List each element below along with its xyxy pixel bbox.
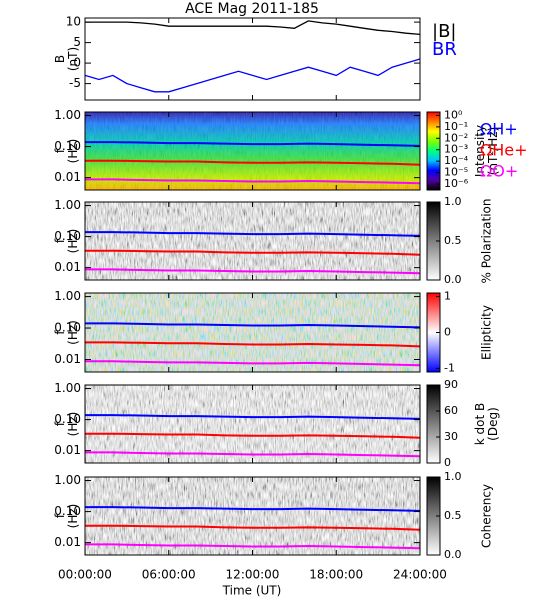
- colorbar-tick-label: 1: [444, 290, 451, 303]
- colorbar-label: Coherency: [480, 484, 494, 548]
- spectrogram-image: [85, 202, 420, 280]
- x-axis-label: Time (UT): [222, 584, 282, 598]
- colorbar-tick-label: 10⁻³: [444, 143, 468, 156]
- y-tick-label: 1.00: [54, 381, 81, 395]
- y-tick-label: 0.10: [54, 139, 81, 153]
- series-line: [85, 506, 421, 512]
- y-axis-label: (nT): [66, 47, 80, 71]
- colorbar-tick-label: 90: [444, 378, 458, 391]
- spectrogram-image: [85, 477, 420, 555]
- colorbar-tick-label: 1.0: [444, 195, 462, 208]
- y-tick-label: 0.01: [54, 352, 81, 366]
- plot-frame: [84, 17, 421, 101]
- y-axis-label: (Hz): [66, 504, 80, 529]
- colorbar-tick-label: 0.5: [444, 234, 462, 247]
- series-line: [85, 268, 421, 275]
- y-tick-label: 0.10: [54, 321, 81, 335]
- colorbar-tick-label: 10⁻¹: [444, 120, 468, 133]
- x-tick-label: 06:00:00: [142, 568, 196, 582]
- series-line: [85, 249, 421, 256]
- y-tick-label: 1.00: [54, 108, 81, 122]
- title: ACE Mag 2011-185: [185, 1, 319, 17]
- colorbar-tick-label: 0.0: [444, 273, 462, 286]
- colorbar-tick-label: 30: [444, 430, 458, 443]
- spectrogram-texture: [85, 293, 420, 372]
- colorbar: [426, 384, 441, 464]
- y-tick-label: 0.01: [54, 170, 81, 184]
- y-tick-label: 0.01: [54, 260, 81, 274]
- colorbar-label: (nT²/Hz): [486, 127, 500, 175]
- colorbar-tick-label: 10⁻²: [444, 131, 468, 144]
- x-tick-label: 00:00:00: [58, 568, 112, 582]
- spectrogram-image: [85, 385, 420, 463]
- colorbar-tick-label: 10⁻⁴: [444, 154, 469, 167]
- legend-entry: ΩHe+: [480, 141, 528, 160]
- y-tick-label: 1.00: [54, 473, 81, 487]
- y-tick-label: 0: [73, 56, 81, 70]
- series-line: [84, 58, 421, 93]
- y-axis-label: f: [53, 238, 67, 243]
- series-line: [85, 178, 421, 185]
- x-tick-label: 18:00:00: [309, 568, 363, 582]
- legend-entry: |B|: [432, 21, 456, 42]
- spectrogram-backgrounds: [85, 112, 420, 555]
- series-line: [85, 20, 421, 36]
- y-tick-label: 0.01: [54, 443, 81, 457]
- y-tick-label: 10: [66, 15, 81, 29]
- colorbar-label: Intensity: [473, 125, 487, 177]
- colorbar-label: (Deg): [486, 407, 500, 441]
- y-tick-label: 1.00: [54, 198, 81, 212]
- y-tick-label: 0.10: [54, 229, 81, 243]
- y-axis-label: f: [53, 421, 67, 426]
- colorbar-label: % Polarization: [480, 199, 494, 284]
- y-axis-label: f: [53, 330, 67, 335]
- colorbar-label: k dot B: [473, 403, 487, 445]
- colorbar-tick-label: 0.5: [444, 509, 462, 522]
- y-tick-label: 0.10: [54, 504, 81, 518]
- colorbar: [426, 111, 441, 191]
- y-tick-label: -5: [69, 76, 81, 90]
- colorbar-tick-label: 0.0: [444, 548, 462, 561]
- x-tick-label: 24:00:00: [393, 568, 447, 582]
- series-line: [85, 524, 421, 531]
- series-line: [85, 432, 421, 439]
- y-axis-label: B: [53, 55, 67, 63]
- legend-entry: BR: [432, 39, 457, 60]
- series-line: [85, 231, 421, 237]
- y-axis-label: f: [53, 513, 67, 518]
- series-line: [85, 159, 421, 166]
- colorbar-tick-label: 0: [444, 326, 451, 339]
- series-line: [85, 141, 421, 147]
- y-tick-label: 0.10: [54, 412, 81, 426]
- y-tick-label: 0.01: [54, 535, 81, 549]
- series-line: [85, 341, 421, 348]
- legend-entry: ΩO+: [480, 162, 518, 181]
- y-axis-label: (Hz): [66, 229, 80, 254]
- series-line: [85, 360, 421, 367]
- colorbar-tick-label: 10⁻⁵: [444, 166, 468, 179]
- y-axis-label: (Hz): [66, 320, 80, 345]
- colorbar-tick-label: 10⁻⁶: [444, 177, 469, 190]
- y-axis-label: f: [53, 148, 67, 153]
- series-line: [85, 414, 421, 420]
- series-line: [85, 322, 421, 329]
- y-axis-label: (Hz): [66, 412, 80, 437]
- colorbar-tick-label: -1: [444, 361, 455, 374]
- colorbar-tick-label: 60: [444, 404, 458, 417]
- colorbar-tick-label: 0: [444, 456, 451, 469]
- x-tick-label: 12:00:00: [226, 568, 280, 582]
- legend-entry: ΩH+: [480, 120, 518, 139]
- colorbar-tick-label: 1.0: [444, 470, 462, 483]
- y-tick-label: 1.00: [54, 289, 81, 303]
- y-axis-label: (Hz): [66, 139, 80, 164]
- series-line: [85, 543, 421, 550]
- spectrogram-texture: [85, 112, 420, 190]
- colorbar-label: Ellipticity: [480, 305, 494, 360]
- series-line: [85, 451, 421, 458]
- y-tick-label: 5: [73, 35, 81, 49]
- colorbar-tick-label: 10⁰: [444, 108, 463, 121]
